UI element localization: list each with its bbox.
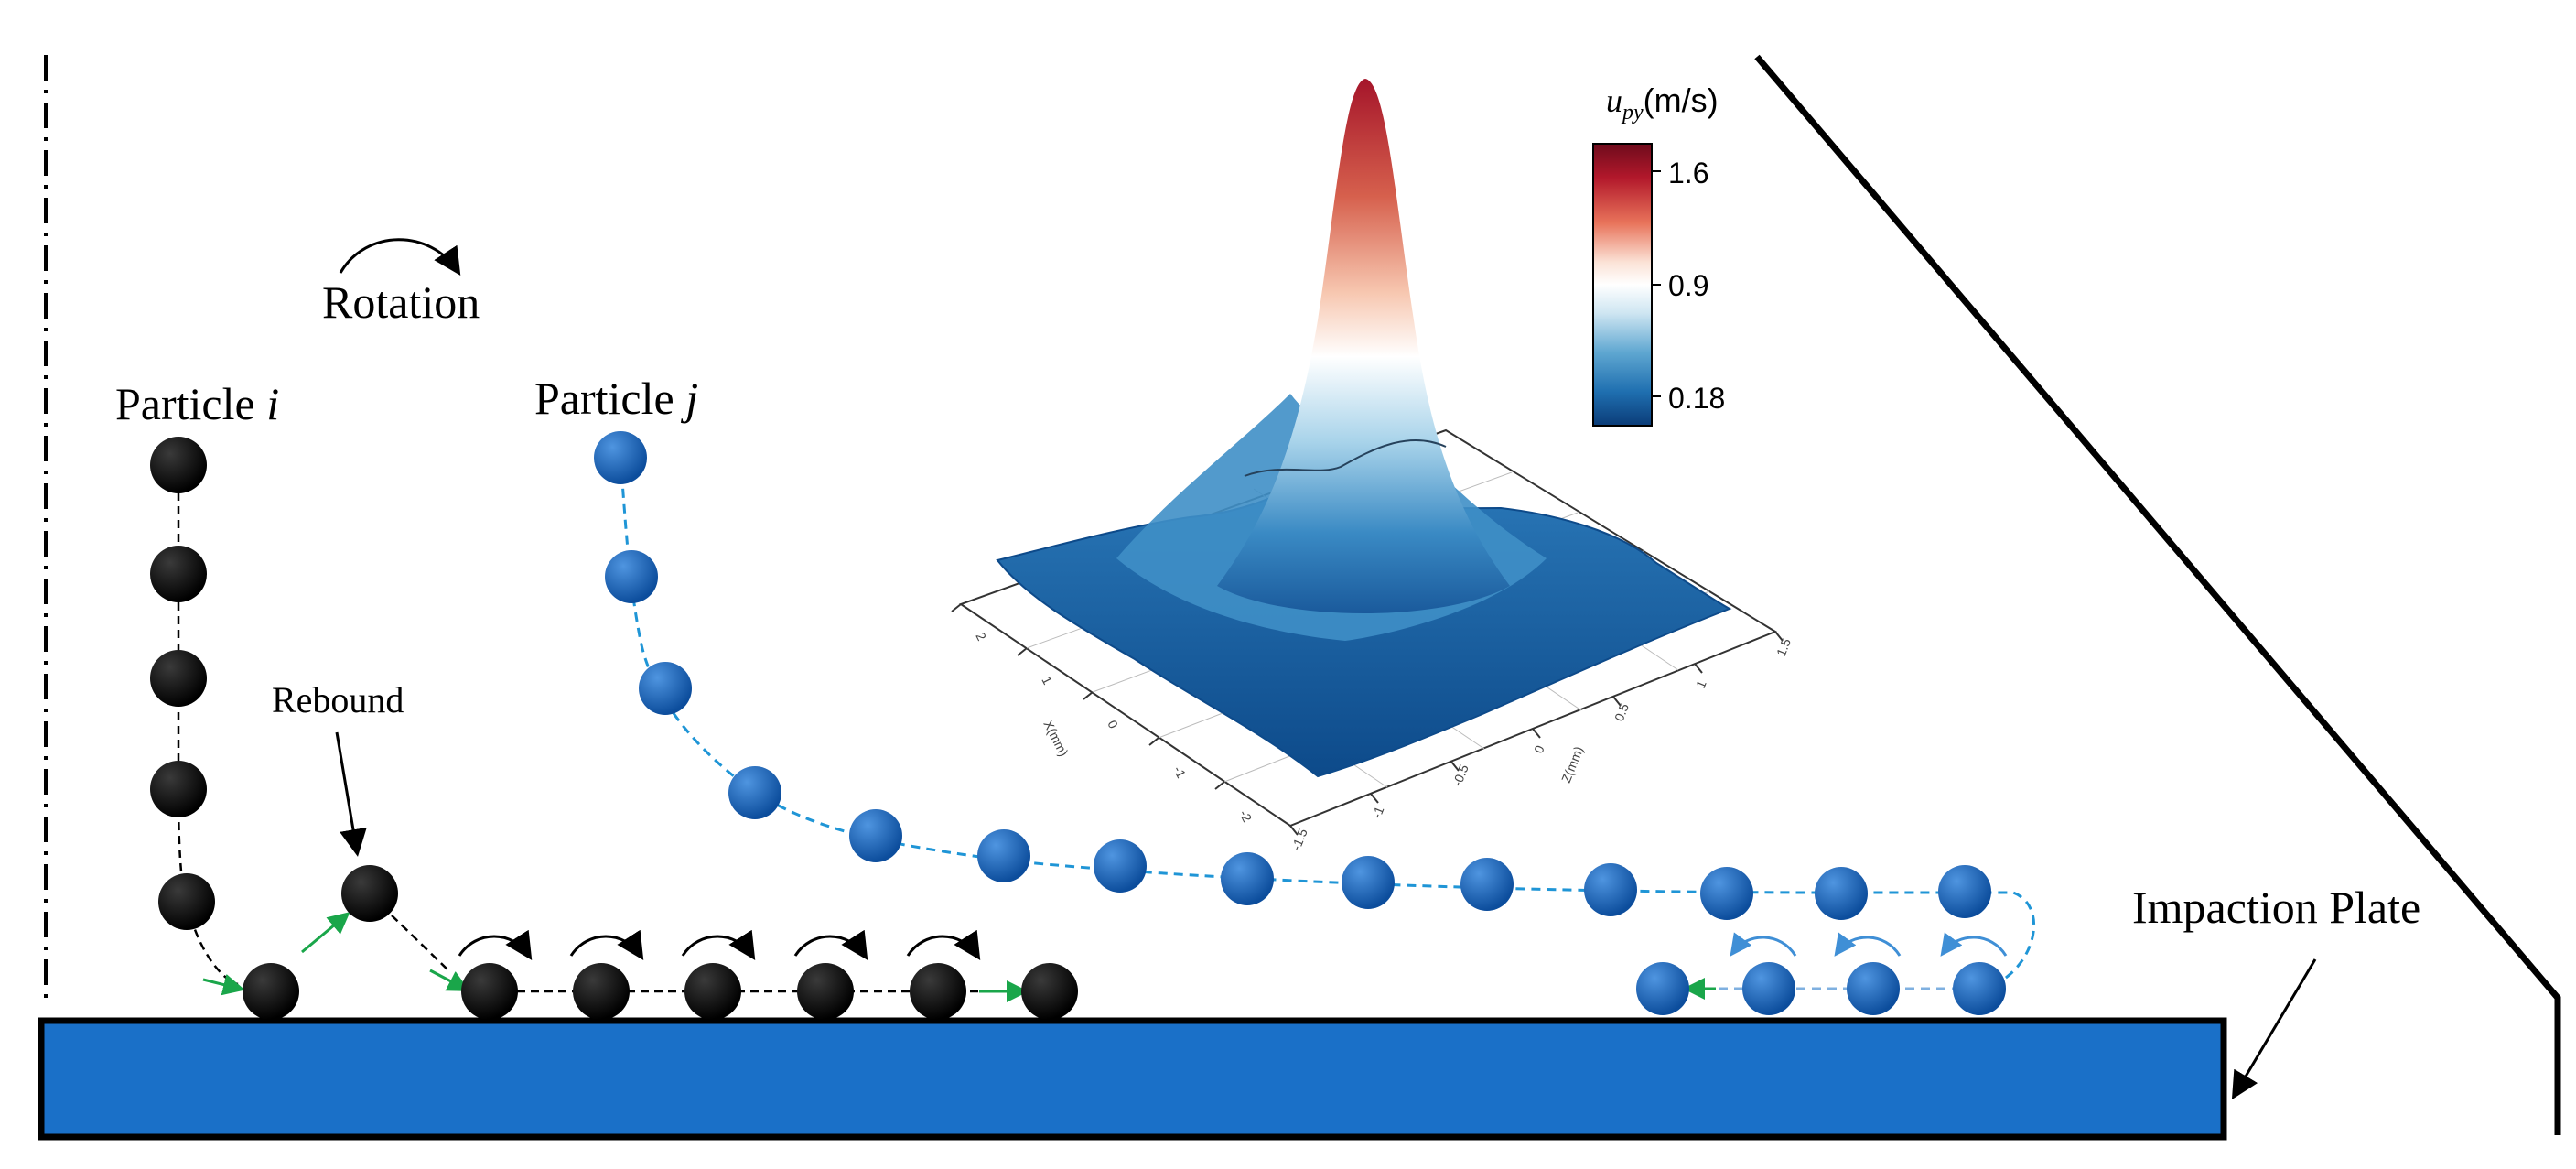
colorbar-symbol-subscript: py bbox=[1621, 101, 1644, 124]
particle-j-spin-arrow bbox=[1940, 932, 2008, 957]
surface-x-tick-label: 0 bbox=[1105, 718, 1121, 731]
surface-ridge-line bbox=[1244, 439, 1447, 477]
particle-j-spin-arrow bbox=[1730, 932, 1797, 957]
particle-i-path-after bbox=[391, 915, 449, 971]
particle-i-ball bbox=[910, 963, 966, 1020]
colorbar-tick-label: 0.18 bbox=[1668, 382, 1725, 415]
surface-x-tick-label: -1 bbox=[1170, 763, 1189, 781]
surface-x-tick-label: 1 bbox=[1039, 674, 1055, 687]
particle-i-spin-arrow bbox=[458, 929, 533, 961]
particle-i-trajectory bbox=[150, 437, 1078, 1020]
surface-peak bbox=[1217, 79, 1510, 613]
surface-z-tick-label: 0.5 bbox=[1611, 701, 1632, 723]
particle-i-ball bbox=[461, 963, 518, 1020]
particle-j-ball bbox=[605, 550, 658, 603]
particle-j-ball bbox=[1953, 962, 2006, 1015]
surface-z-axis-label: Z(mm) bbox=[1558, 744, 1586, 785]
particle-j-ball bbox=[1938, 865, 1991, 918]
particle-i-ball bbox=[150, 437, 207, 493]
colorbar-tick-label: 1.6 bbox=[1668, 157, 1708, 189]
particle-j-spin-arrow bbox=[1834, 932, 1902, 957]
impaction-plate-leader bbox=[2231, 958, 2317, 1100]
rebound-leader bbox=[335, 731, 367, 857]
particle-i-ball bbox=[150, 761, 207, 817]
particle-j-ball bbox=[1342, 856, 1395, 909]
particle-j-ball bbox=[1584, 863, 1637, 916]
surface-z-axis bbox=[1289, 631, 1784, 836]
particle-i-contact-arrow-2 bbox=[429, 969, 470, 991]
particle-i-ball bbox=[573, 963, 630, 1020]
particle-i-ball bbox=[1021, 963, 1078, 1020]
particle-j-ball bbox=[849, 809, 902, 862]
particle-i-spin-arrow bbox=[569, 929, 644, 961]
particle-j-ball bbox=[1221, 852, 1274, 905]
particle-i-ball bbox=[684, 963, 741, 1020]
rotation-arc-arrow bbox=[339, 238, 461, 276]
colorbar-unit: (m/s) bbox=[1644, 81, 1719, 119]
particle-i-rebound-arrow bbox=[301, 912, 350, 954]
nozzle-wall bbox=[1754, 54, 2561, 1135]
particle-j-ball bbox=[977, 829, 1030, 882]
particle-j-label: Particle j bbox=[534, 373, 698, 424]
rotation-label: Rotation bbox=[322, 276, 480, 328]
particle-i-spin-arrow bbox=[681, 929, 756, 961]
particle-j-ball bbox=[1700, 867, 1753, 920]
surface-z-tick-label: -1 bbox=[1369, 804, 1387, 820]
particle-j-ball bbox=[1815, 867, 1868, 920]
particle-j-ball bbox=[594, 431, 647, 484]
surface-z-tick-label: 1 bbox=[1693, 678, 1709, 690]
particle-j-ball bbox=[1742, 962, 1795, 1015]
particle-i-ball bbox=[150, 546, 207, 602]
surface-x-tick-label: -2 bbox=[1236, 807, 1255, 825]
particle-j-ball bbox=[728, 766, 781, 819]
velocity-surface-plot: 2 1 0 -1 -2 X(mm) -1.5 -1 -0.5 0 0.5 1 1… bbox=[951, 79, 1794, 853]
particle-i-ball bbox=[797, 963, 854, 1020]
surface-x-tick-label: 2 bbox=[973, 630, 989, 643]
colorbar-tick-label: 0.9 bbox=[1668, 269, 1708, 302]
surface-x-axis bbox=[951, 603, 1225, 790]
particle-j-ball bbox=[639, 662, 692, 715]
particle-j-ball bbox=[1636, 962, 1689, 1015]
particle-j-ball bbox=[1094, 839, 1147, 893]
particle-i-label: Particle i bbox=[115, 378, 279, 429]
particle-i-spin-arrow bbox=[906, 929, 981, 961]
surface-z-tick-label: 1.5 bbox=[1773, 636, 1794, 658]
particle-j-ball bbox=[1460, 858, 1514, 911]
colorbar-gradient bbox=[1592, 143, 1653, 427]
particle-i-prefix: Particle bbox=[115, 378, 266, 429]
rebound-label: Rebound bbox=[272, 679, 404, 720]
particle-i-ball bbox=[341, 865, 398, 922]
particle-i-spin-arrow bbox=[793, 929, 868, 961]
colorbar: upy(m/s) 1.6 0.9 0.18 bbox=[1592, 81, 1725, 427]
particle-j-prefix: Particle bbox=[534, 373, 685, 424]
surface-z-tick-label: -1.5 bbox=[1288, 827, 1310, 853]
particle-i-path-drop bbox=[177, 465, 239, 986]
impaction-plate-label: Impaction Plate bbox=[2132, 882, 2420, 933]
surface-x-axis-label: X(mm) bbox=[1040, 718, 1071, 759]
particle-i-contact-arrow-1 bbox=[202, 973, 245, 996]
particle-j-trajectory bbox=[594, 431, 2035, 1015]
particle-j-ball bbox=[1847, 962, 1900, 1015]
colorbar-title: upy(m/s) bbox=[1606, 81, 1719, 124]
surface-z-tick-label: 0 bbox=[1531, 743, 1547, 755]
particle-i-ball bbox=[243, 963, 299, 1020]
particle-i-ball bbox=[158, 873, 215, 930]
impaction-plate bbox=[38, 1017, 2227, 1141]
colorbar-symbol: u bbox=[1606, 82, 1622, 119]
particle-i-ball bbox=[150, 650, 207, 707]
surface-z-tick-label: -0.5 bbox=[1450, 763, 1471, 789]
particle-i-variable: i bbox=[266, 378, 279, 429]
